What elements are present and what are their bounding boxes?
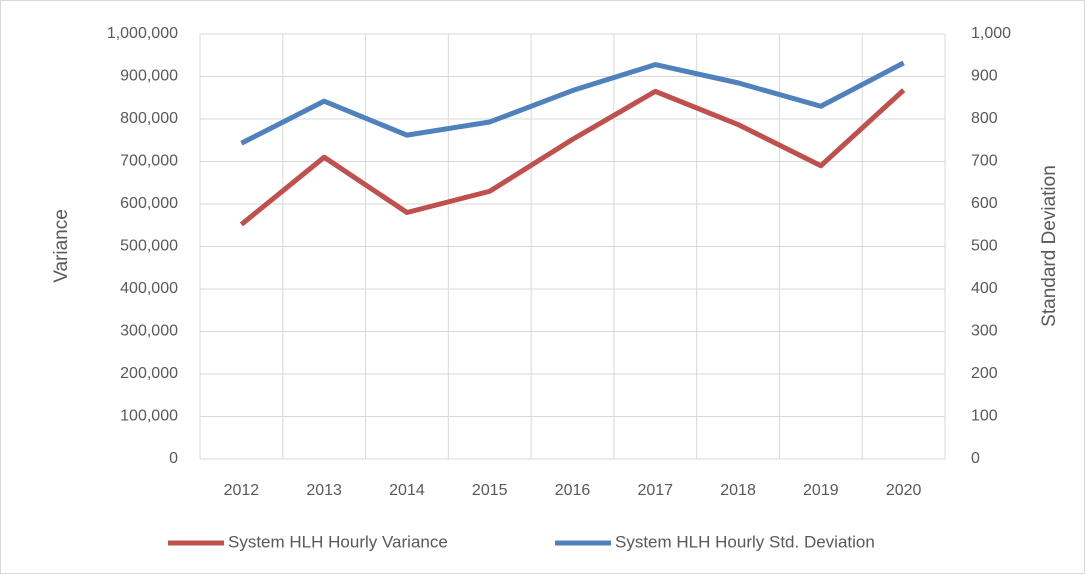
x-tick-label: 2013 [306, 482, 342, 499]
y2-tick-label: 600 [971, 195, 998, 212]
x-tick-label: 2012 [224, 482, 260, 499]
y2-tick-label: 900 [971, 68, 998, 85]
y-tick-label: 800,000 [120, 110, 178, 127]
y2-tick-label: 500 [971, 238, 998, 255]
y2-tick-label: 1,000 [971, 25, 1011, 42]
y-tick-label: 600,000 [120, 195, 178, 212]
y-tick-label: 300,000 [120, 323, 178, 340]
y2-axis-label: Standard Deviation [1039, 165, 1060, 327]
x-tick-label: 2017 [637, 482, 673, 499]
x-tick-label: 2020 [886, 482, 922, 499]
y2-tick-label: 200 [971, 365, 998, 382]
series-line [239, 88, 906, 227]
y-tick-label: 100,000 [120, 408, 178, 425]
y2-tick-label: 100 [971, 408, 998, 425]
y-tick-label: 0 [169, 450, 178, 467]
x-tick-label: 2015 [472, 482, 508, 499]
y-tick-label: 200,000 [120, 365, 178, 382]
series-line [240, 60, 905, 146]
x-tick-label: 2019 [803, 482, 839, 499]
y-tick-label: 500,000 [120, 238, 178, 255]
y-tick-label: 400,000 [120, 280, 178, 297]
y2-tick-label: 800 [971, 110, 998, 127]
legend-label: System HLH Hourly Std. Deviation [615, 532, 875, 551]
y2-tick-label: 700 [971, 153, 998, 170]
x-tick-label: 2014 [389, 482, 425, 499]
y-axis-label: Variance [51, 209, 72, 283]
y-tick-label: 900,000 [120, 68, 178, 85]
y2-tick-label: 300 [971, 323, 998, 340]
y2-tick-label: 400 [971, 280, 998, 297]
y-tick-label: 1,000,000 [107, 25, 178, 42]
y-tick-label: 700,000 [120, 153, 178, 170]
legend-label: System HLH Hourly Variance [228, 532, 448, 551]
x-tick-label: 2018 [720, 482, 756, 499]
y2-tick-label: 0 [971, 450, 980, 467]
x-tick-label: 2016 [555, 482, 591, 499]
